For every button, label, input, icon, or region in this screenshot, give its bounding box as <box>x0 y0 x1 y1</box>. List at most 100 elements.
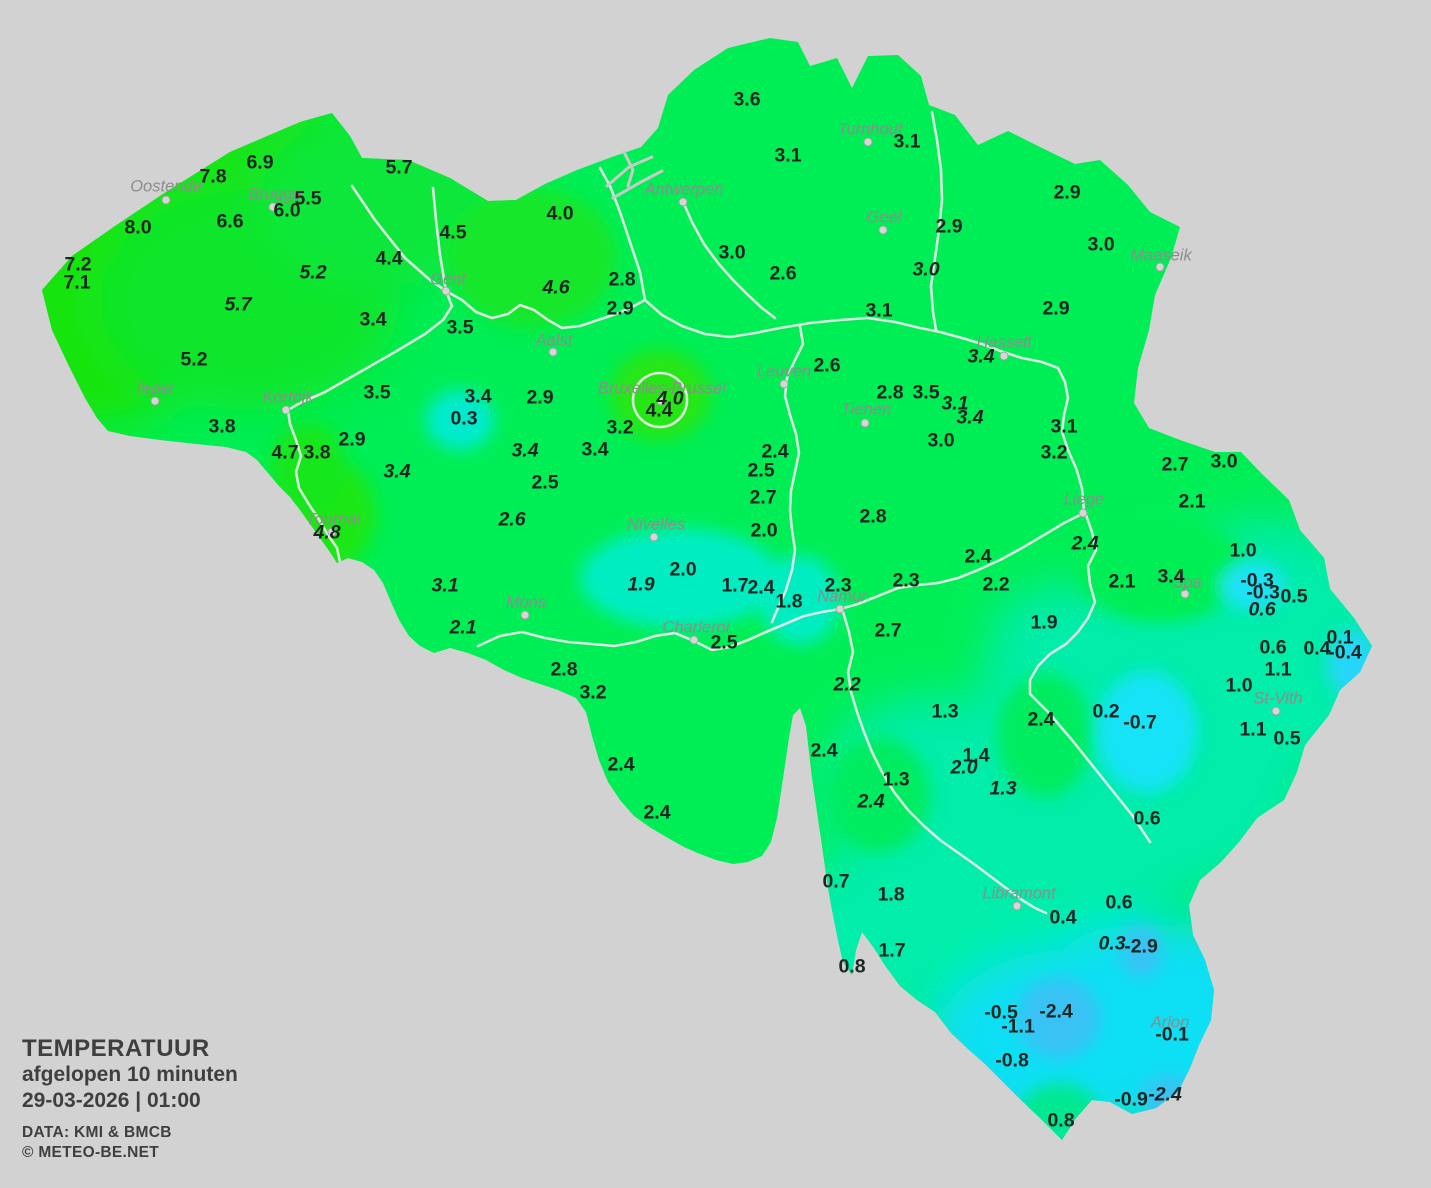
temp-reading: 3.1 <box>1050 415 1078 438</box>
temp-reading: 3.6 <box>733 88 761 111</box>
temp-reading: 1.7 <box>721 574 749 597</box>
temp-reading: 1.8 <box>877 883 905 906</box>
temp-reading: -2.9 <box>1124 935 1158 958</box>
city-label: Geel <box>866 208 902 227</box>
city-label: Ieper <box>137 379 175 398</box>
city-marker <box>878 225 888 235</box>
city-label: Tienen <box>840 400 892 419</box>
temp-reading: 2.9 <box>526 386 554 409</box>
temp-reading: -0.8 <box>995 1049 1029 1072</box>
temp-reading: -1.1 <box>1001 1015 1035 1038</box>
city-marker <box>161 195 171 205</box>
map-datetime: 29-03-2026 | 01:00 <box>22 1089 201 1112</box>
temp-reading: 5.7 <box>224 293 252 316</box>
province-borders <box>286 110 1152 915</box>
temp-reading: 1.9 <box>627 573 655 596</box>
city-label: Libramont <box>982 884 1056 903</box>
temp-reading: 8.0 <box>124 216 152 239</box>
temp-reading: 4.7 <box>271 441 299 464</box>
temp-reading: 3.8 <box>208 415 236 438</box>
temp-reading: 2.7 <box>1161 453 1189 476</box>
city-marker <box>999 351 1009 361</box>
temp-reading: 3.5 <box>912 381 940 404</box>
temp-reading: 2.5 <box>710 631 738 654</box>
temp-reading: 2.9 <box>935 215 963 238</box>
temp-reading: 2.8 <box>550 658 578 681</box>
temp-reading: 0.4 <box>1303 637 1331 660</box>
city-label: Aalst <box>535 331 573 350</box>
city-marker <box>689 635 699 645</box>
temp-reading: 2.4 <box>643 801 671 824</box>
temp-reading: 3.8 <box>303 441 331 464</box>
city-marker <box>150 396 160 406</box>
temp-reading: 2.2 <box>833 673 861 696</box>
temp-reading: 0.4 <box>1049 906 1077 929</box>
temp-reading: 3.5 <box>363 381 391 404</box>
temp-reading: 1.8 <box>775 590 803 613</box>
temp-reading: 2.1 <box>1108 570 1136 593</box>
temp-reading: 3.4 <box>581 438 609 461</box>
city-marker <box>656 396 666 406</box>
temp-reading: 0.6 <box>1105 891 1133 914</box>
city-marker <box>863 137 873 147</box>
temp-reading: 2.9 <box>1042 297 1070 320</box>
temp-reading: 3.5 <box>446 316 474 339</box>
temp-reading: 0.8 <box>1047 1109 1075 1132</box>
temp-reading: 3.0 <box>1210 450 1238 473</box>
city-marker <box>1078 508 1088 518</box>
temp-reading: 7.1 <box>63 271 91 294</box>
temp-reading: 1.1 <box>1239 718 1267 741</box>
temp-reading: 3.0 <box>718 241 746 264</box>
temp-reading: 5.7 <box>385 156 413 179</box>
temp-reading: 1.1 <box>1264 658 1292 681</box>
temp-reading: 0.1 <box>1326 626 1354 649</box>
city-label: Turnhout <box>837 120 903 139</box>
city-marker <box>1180 589 1190 599</box>
temp-reading: 2.9 <box>1053 181 1081 204</box>
temp-reading: -0.5 <box>984 1001 1018 1024</box>
city-marker <box>835 604 845 614</box>
temp-reading: 1.0 <box>1229 539 1257 562</box>
temp-reading: 1.4 <box>962 744 990 767</box>
city-label: Tournai <box>305 510 361 529</box>
temp-reading: 0.3 <box>450 407 478 430</box>
temp-reading: 2.6 <box>769 262 797 285</box>
temp-reading: 6.9 <box>246 151 274 174</box>
temp-reading: 7.2 <box>64 253 92 276</box>
temp-reading: 6.6 <box>216 210 244 233</box>
temp-reading: 2.5 <box>747 459 775 482</box>
city-label: Nivelles <box>627 515 685 534</box>
temp-reading: 2.8 <box>859 505 887 528</box>
temp-reading: -0.9 <box>1114 1088 1148 1111</box>
temp-reading: 4.0 <box>656 387 684 410</box>
city-label: Arlon <box>1150 1013 1190 1032</box>
temp-reading: 2.7 <box>874 619 902 642</box>
city-label: Oostende <box>130 177 202 196</box>
temp-reading: 5.2 <box>180 348 208 371</box>
temp-reading: 2.1 <box>449 616 477 639</box>
temp-reading: 4.8 <box>313 521 341 544</box>
map-copyright: © METEO-BE.NET <box>22 1144 160 1161</box>
temp-reading: 3.1 <box>774 144 802 167</box>
city-label: Hasselt <box>976 333 1032 352</box>
temp-reading: -0.1 <box>1155 1023 1189 1046</box>
city-marker <box>1271 706 1281 716</box>
temp-reading: 3.4 <box>464 385 492 408</box>
city-marker <box>860 418 870 428</box>
temp-reading: 2.3 <box>824 574 852 597</box>
city-label: Gent <box>430 270 466 289</box>
temp-reading: 3.4 <box>1157 565 1185 588</box>
temp-reading: 2.4 <box>1071 532 1099 555</box>
temp-reading: 3.4 <box>956 406 984 429</box>
city-label: Brugge <box>248 185 302 204</box>
temp-reading: 2.4 <box>810 739 838 762</box>
temp-reading: 3.4 <box>359 308 387 331</box>
city-marker <box>327 527 337 537</box>
city-marker <box>1012 901 1022 911</box>
city-label: Kortrijk <box>262 388 314 407</box>
city-label: St-Vith <box>1253 689 1303 708</box>
temp-reading: 2.0 <box>669 558 697 581</box>
temp-reading: -0.7 <box>1123 711 1157 734</box>
temp-reading: 0.2 <box>1092 700 1120 723</box>
